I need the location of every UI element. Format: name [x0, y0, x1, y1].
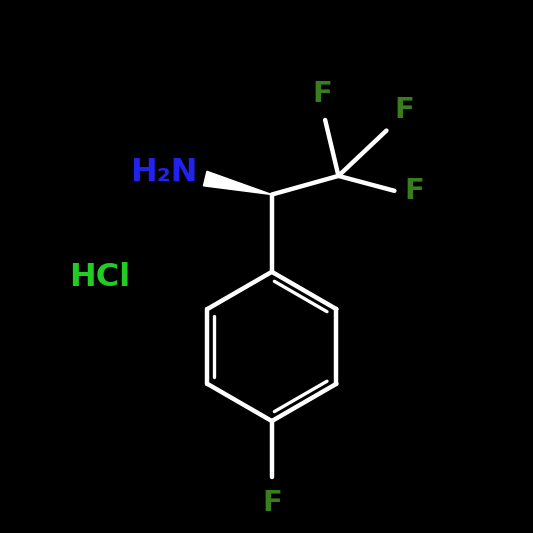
Text: H₂N: H₂N	[130, 157, 197, 188]
Polygon shape	[204, 171, 272, 195]
Text: F: F	[394, 96, 414, 124]
Text: HCl: HCl	[69, 262, 131, 293]
Text: F: F	[262, 489, 282, 517]
Text: F: F	[404, 177, 424, 205]
Text: F: F	[312, 80, 333, 108]
